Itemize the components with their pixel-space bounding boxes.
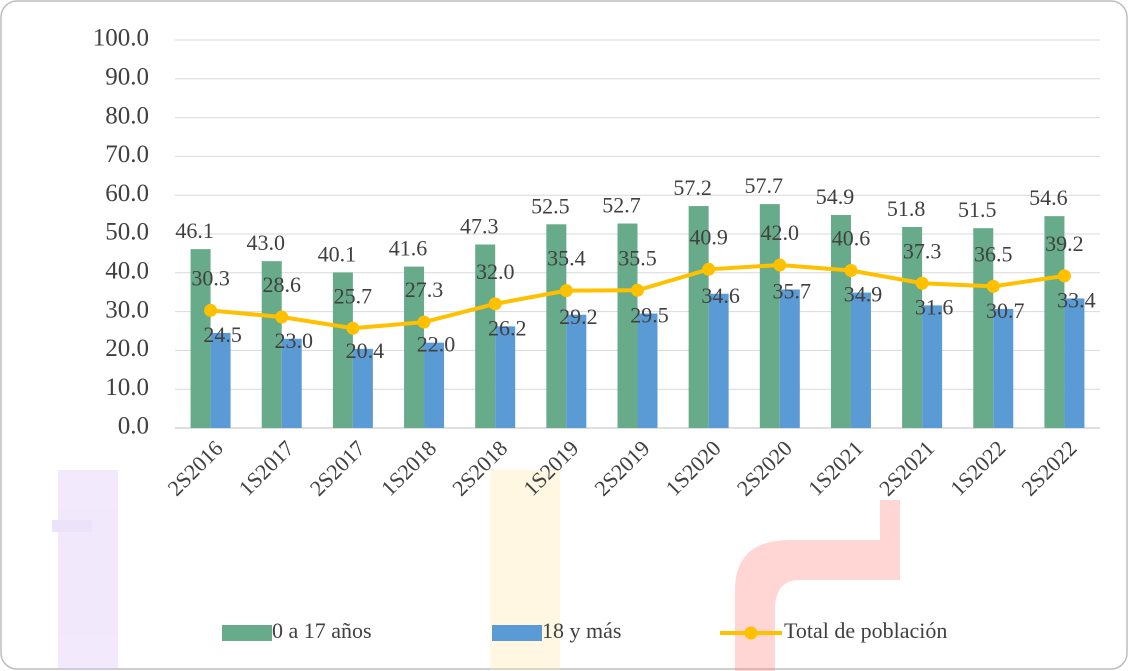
data-label: 26.2 bbox=[488, 315, 527, 340]
bar bbox=[566, 315, 586, 428]
bar bbox=[851, 293, 871, 428]
marker bbox=[346, 322, 359, 335]
legend-swatch bbox=[745, 627, 758, 640]
data-label: 40.6 bbox=[832, 226, 871, 251]
legend-label: 0 a 17 años bbox=[272, 618, 372, 643]
data-label: 51.8 bbox=[887, 196, 926, 221]
data-label: 40.9 bbox=[689, 224, 728, 249]
data-label: 25.7 bbox=[334, 283, 373, 308]
data-label: 35.5 bbox=[618, 245, 657, 270]
bar bbox=[709, 294, 729, 428]
y-tick-label: 40.0 bbox=[105, 258, 149, 285]
data-label: 34.6 bbox=[701, 283, 740, 308]
marker bbox=[489, 297, 502, 310]
marker bbox=[702, 263, 715, 276]
legend-swatch bbox=[222, 625, 272, 641]
bar bbox=[495, 326, 515, 428]
data-label: 54.6 bbox=[1029, 185, 1068, 210]
data-label: 22.0 bbox=[417, 332, 456, 357]
y-tick-label: 90.0 bbox=[105, 64, 149, 91]
data-label: 29.5 bbox=[630, 303, 669, 328]
data-label: 57.7 bbox=[745, 173, 784, 198]
data-label: 35.4 bbox=[547, 246, 586, 271]
data-label: 43.0 bbox=[246, 230, 285, 255]
y-tick-label: 0.0 bbox=[118, 413, 149, 440]
marker bbox=[916, 277, 929, 290]
data-label: 46.1 bbox=[175, 218, 214, 243]
y-tick-label: 20.0 bbox=[105, 335, 149, 362]
marker bbox=[631, 284, 644, 297]
y-tick-label: 50.0 bbox=[105, 219, 149, 246]
data-label: 28.6 bbox=[262, 272, 301, 297]
bar bbox=[780, 289, 800, 428]
data-label: 51.5 bbox=[958, 197, 997, 222]
data-label: 42.0 bbox=[761, 220, 800, 245]
marker bbox=[1058, 269, 1071, 282]
bar bbox=[211, 333, 231, 428]
data-label: 57.2 bbox=[673, 175, 712, 200]
y-tick-label: 100.0 bbox=[93, 25, 149, 52]
marker bbox=[204, 304, 217, 317]
data-label: 30.7 bbox=[986, 298, 1025, 323]
data-label: 20.4 bbox=[346, 338, 385, 363]
legend-label: Total de población bbox=[784, 618, 947, 643]
legend-label: 18 y más bbox=[542, 618, 621, 643]
y-tick-label: 30.0 bbox=[105, 296, 149, 323]
data-label: 27.3 bbox=[405, 277, 444, 302]
data-label: 39.2 bbox=[1045, 231, 1084, 256]
data-label: 47.3 bbox=[460, 214, 499, 239]
data-label: 37.3 bbox=[903, 238, 942, 263]
y-tick-label: 70.0 bbox=[105, 141, 149, 168]
marker bbox=[987, 280, 1000, 293]
data-label: 36.5 bbox=[974, 241, 1013, 266]
data-label: 52.5 bbox=[531, 193, 570, 218]
bar bbox=[638, 314, 658, 428]
data-label: 33.4 bbox=[1057, 287, 1096, 312]
data-label: 52.7 bbox=[602, 193, 641, 218]
marker bbox=[773, 259, 786, 272]
chart: 0.0 10.0 20.0 30.0 40.0 50.0 60.0 70.0 80.0 90.0 1… bbox=[0, 0, 1129, 671]
data-label: 34.9 bbox=[844, 282, 883, 307]
data-label: 29.2 bbox=[559, 304, 598, 329]
data-label: 23.0 bbox=[274, 328, 313, 353]
y-tick-label: 10.0 bbox=[105, 374, 149, 401]
data-label: 35.7 bbox=[773, 279, 812, 304]
y-tick-label: 60.0 bbox=[105, 180, 149, 207]
marker bbox=[844, 264, 857, 277]
bar bbox=[922, 305, 942, 428]
data-label: 32.0 bbox=[476, 259, 515, 284]
data-label: 24.5 bbox=[203, 322, 242, 347]
y-tick-label: 80.0 bbox=[105, 102, 149, 129]
legend-swatch bbox=[492, 625, 542, 641]
data-label: 31.6 bbox=[915, 294, 954, 319]
data-label: 40.1 bbox=[318, 241, 357, 266]
data-label: 41.6 bbox=[389, 236, 428, 261]
data-label: 54.9 bbox=[816, 184, 855, 209]
bar bbox=[1064, 298, 1084, 428]
data-label: 30.3 bbox=[191, 265, 230, 290]
marker bbox=[275, 311, 288, 324]
marker bbox=[560, 284, 573, 297]
marker bbox=[418, 316, 431, 329]
bar bbox=[993, 309, 1013, 428]
